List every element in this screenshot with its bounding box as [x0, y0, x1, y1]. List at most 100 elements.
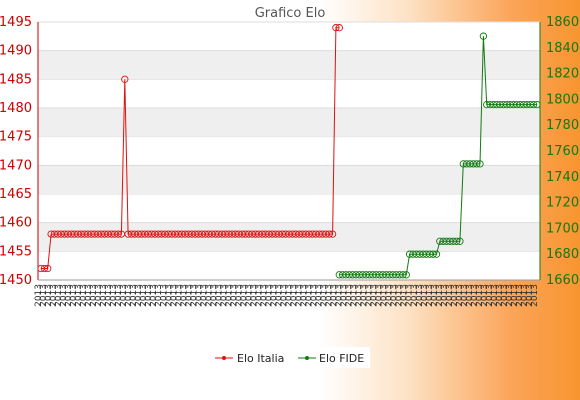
elo-fide-point — [452, 237, 461, 245]
elo-fide-point — [533, 100, 541, 109]
x-tick-label: 2013 — [274, 284, 284, 307]
x-tick-label: 2013 — [219, 284, 229, 307]
grid-band — [38, 50, 540, 80]
x-tick-label: 2013 — [94, 284, 104, 307]
right-tick-label: 1860 — [546, 15, 579, 30]
x-tick-label: 2013 — [134, 284, 144, 307]
legend-marker-fide — [305, 356, 309, 360]
x-tick-label: 2013 — [239, 284, 249, 307]
x-tick-label: 2013 — [465, 284, 475, 307]
x-tick-label: 2013 — [154, 284, 164, 307]
x-tick-label: 2013 — [485, 284, 495, 307]
x-tick-label: 2013 — [124, 284, 134, 307]
x-tick-label: 2013 — [315, 284, 325, 307]
x-tick-label: 2013 — [405, 284, 415, 307]
left-tick-label: 1480 — [0, 101, 32, 116]
x-tick-label: 2013 — [300, 284, 310, 307]
left-tick-label: 1475 — [0, 130, 32, 145]
x-tick-label: 2013 — [430, 284, 440, 307]
x-tick-label: 2013 — [49, 284, 59, 307]
x-tick-label: 2013 — [490, 284, 500, 307]
x-tick-label: 2013 — [84, 284, 94, 307]
x-tick-label: 2013 — [184, 284, 194, 307]
left-tick-label: 1490 — [0, 44, 32, 59]
elo-italia-point — [335, 24, 343, 32]
elo-italia-point — [325, 230, 333, 238]
right-tick-label: 1840 — [546, 41, 579, 56]
x-tick-label: 2013 — [340, 284, 350, 307]
x-tick-label: 2013 — [500, 284, 510, 307]
x-tick-label: 2013 — [400, 284, 410, 307]
x-tick-label: 2013 — [69, 284, 79, 307]
x-tick-label: 2013 — [159, 284, 169, 307]
x-tick-label: 2013 — [39, 284, 49, 307]
x-tick-label: 2013 — [244, 284, 254, 307]
x-tick-label: 2013 — [295, 284, 305, 307]
x-tick-label: 2013 — [285, 284, 295, 307]
x-tick-label: 2013 — [149, 284, 159, 307]
x-tick-label: 2013 — [204, 284, 214, 307]
right-tick-label: 1700 — [546, 221, 579, 236]
x-tick-label: 2013 — [209, 284, 219, 307]
x-tick-label: 2013 — [385, 284, 395, 307]
x-tick-label: 2013 — [279, 284, 289, 307]
elo-italia-point — [328, 230, 337, 238]
x-tick-label: 2013 — [390, 284, 400, 307]
x-tick-label: 2013 — [54, 284, 64, 307]
x-tick-label: 2013 — [440, 284, 450, 307]
x-tick-label: 2013 — [79, 284, 89, 307]
right-tick-label: 1780 — [546, 118, 579, 133]
right-tick-label: 1800 — [546, 92, 579, 107]
axes — [37, 22, 541, 281]
legend-label-fide: Elo FIDE — [319, 352, 364, 365]
elo-fide-point — [399, 271, 407, 279]
x-tick-label: 2013 — [420, 284, 430, 307]
x-tick-label: 2013 — [259, 284, 269, 307]
x-tick-label: 2013 — [214, 284, 224, 307]
x-tick-label: 2013 — [510, 284, 520, 307]
grid-bands — [38, 21, 540, 280]
x-tick-label: 2013 — [99, 284, 109, 307]
left-tick-label: 1455 — [0, 244, 32, 259]
elo-fide-point — [479, 32, 488, 40]
x-axis-ticks: 2013201320132013201320132013201320132013… — [34, 284, 540, 307]
x-tick-label: 2013 — [305, 284, 315, 307]
right-tick-label: 1660 — [546, 273, 579, 288]
grid-band — [38, 165, 540, 194]
x-tick-label: 2013 — [224, 284, 234, 307]
elo-italia-point — [332, 24, 340, 32]
x-tick-label: 2013 — [164, 284, 174, 307]
x-tick-label: 2013 — [475, 284, 485, 307]
x-tick-label: 2013 — [530, 284, 540, 307]
x-tick-label: 2013 — [370, 284, 380, 307]
x-tick-label: 2013 — [234, 284, 244, 307]
elo-italia-point — [44, 264, 52, 273]
x-tick-label: 2013 — [194, 284, 204, 307]
x-tick-label: 2013 — [470, 284, 480, 307]
x-tick-label: 2013 — [104, 284, 114, 307]
left-tick-label: 1460 — [0, 216, 32, 231]
chart-title: Grafico Elo — [255, 6, 326, 21]
right-tick-label: 1680 — [546, 247, 579, 262]
x-tick-label: 2013 — [495, 284, 505, 307]
x-tick-label: 2013 — [410, 284, 420, 307]
x-tick-label: 2013 — [425, 284, 435, 307]
x-tick-label: 2013 — [59, 284, 69, 307]
x-tick-label: 2013 — [199, 284, 209, 307]
x-tick-label: 2013 — [114, 284, 124, 307]
x-tick-label: 2013 — [505, 284, 515, 307]
x-tick-label: 2013 — [415, 284, 425, 307]
x-tick-label: 2013 — [144, 284, 154, 307]
x-tick-label: 2013 — [269, 284, 279, 307]
x-tick-label: 2013 — [515, 284, 525, 307]
x-tick-label: 2013 — [375, 284, 385, 307]
x-tick-label: 2013 — [310, 284, 320, 307]
x-tick-label: 2013 — [229, 284, 239, 307]
x-tick-label: 2013 — [360, 284, 370, 307]
x-tick-label: 2013 — [335, 284, 345, 307]
left-tick-label: 1450 — [0, 273, 32, 288]
series-elo-italia — [37, 24, 343, 273]
x-tick-label: 2013 — [435, 284, 445, 307]
elo-italia-point — [121, 75, 129, 83]
left-tick-label: 1470 — [0, 158, 32, 173]
